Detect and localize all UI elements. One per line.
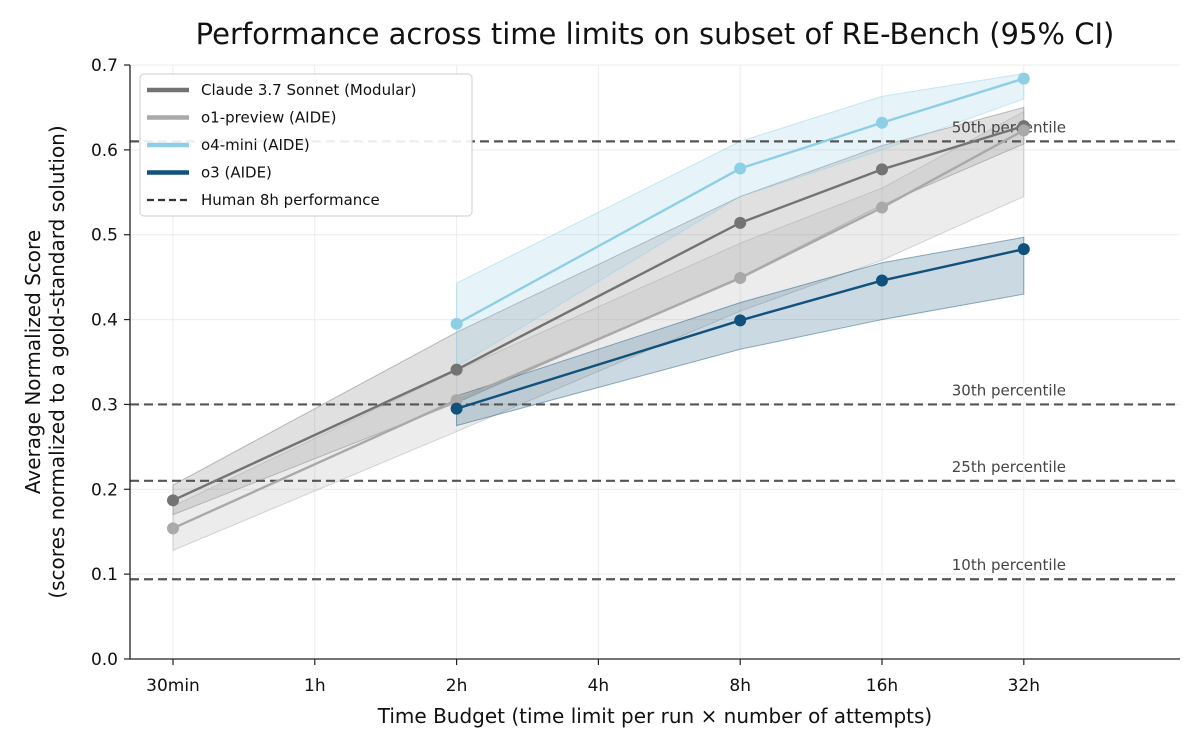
reference-line-label: 30th percentile	[952, 381, 1066, 399]
data-point	[450, 402, 463, 415]
data-point	[167, 494, 179, 507]
y-tick-label: 0.0	[91, 650, 118, 670]
series-line	[456, 77, 1025, 325]
data-point	[734, 216, 747, 229]
data-point	[450, 394, 463, 407]
data-point	[876, 201, 888, 214]
y-tick-label: 0.4	[91, 311, 118, 331]
x-tick-label: 1h	[304, 676, 326, 696]
reference-line-label: 10th percentile	[952, 556, 1066, 574]
x-tick-label: 4h	[588, 676, 610, 696]
reference-line-label: 50th percentile	[952, 118, 1066, 136]
legend: Claude 3.7 Sonnet (Modular) o1-preview (A…	[139, 73, 473, 217]
data-point	[876, 163, 888, 176]
x-tick-label: 16h	[866, 676, 898, 696]
legend-label: o3 (AIDE)	[201, 164, 272, 182]
y-tick-label: 0.6	[91, 141, 118, 161]
data-point	[167, 522, 179, 535]
y-tick-label: 0.2	[91, 480, 118, 500]
data-point	[876, 116, 888, 129]
data-point	[734, 162, 747, 175]
x-tick-label: 32h	[1008, 676, 1040, 696]
data-point	[1017, 124, 1030, 137]
x-ticks: 30min 1h 2h 4h 8h 16h 32h	[146, 659, 1040, 696]
legend-label: o4-mini (AIDE)	[201, 136, 310, 154]
data-point	[450, 317, 463, 330]
x-tick-label: 2h	[446, 676, 468, 696]
data-point	[1017, 72, 1030, 85]
y-ticks: 0.0 0.1 0.2 0.3 0.4 0.5 0.6 0.7	[91, 56, 130, 670]
legend-label: Human 8h performance	[201, 191, 380, 209]
data-point	[450, 363, 463, 376]
y-tick-label: 0.3	[91, 395, 118, 415]
series-line	[456, 247, 1025, 410]
data-point	[734, 314, 747, 327]
data-point	[1017, 243, 1030, 256]
data-point	[734, 271, 747, 284]
x-tick-label: 8h	[729, 676, 751, 696]
legend-label: o1-preview (AIDE)	[201, 109, 336, 127]
y-tick-label: 0.1	[91, 565, 118, 585]
data-point	[876, 274, 888, 287]
x-tick-label: 30min	[146, 676, 200, 696]
chart-title: Performance across time limits on subset…	[196, 17, 1115, 51]
y-tick-label: 0.7	[91, 56, 118, 76]
legend-label: Claude 3.7 Sonnet (Modular)	[201, 81, 416, 99]
confidence-band	[172, 106, 1025, 516]
y-tick-label: 0.5	[91, 226, 118, 246]
series-points	[167, 72, 1030, 535]
y-axis-label-line-1: Average Normalized Score	[21, 230, 45, 494]
y-axis-label-line-2: (scores normalized to a gold-standard so…	[45, 125, 69, 598]
confidence-band	[456, 72, 1025, 368]
x-axis-label: Time Budget (time limit per run × number…	[377, 704, 932, 728]
confidence-band	[172, 110, 1025, 552]
reference-line-label: 25th percentile	[952, 458, 1066, 476]
legend-box	[139, 73, 473, 217]
